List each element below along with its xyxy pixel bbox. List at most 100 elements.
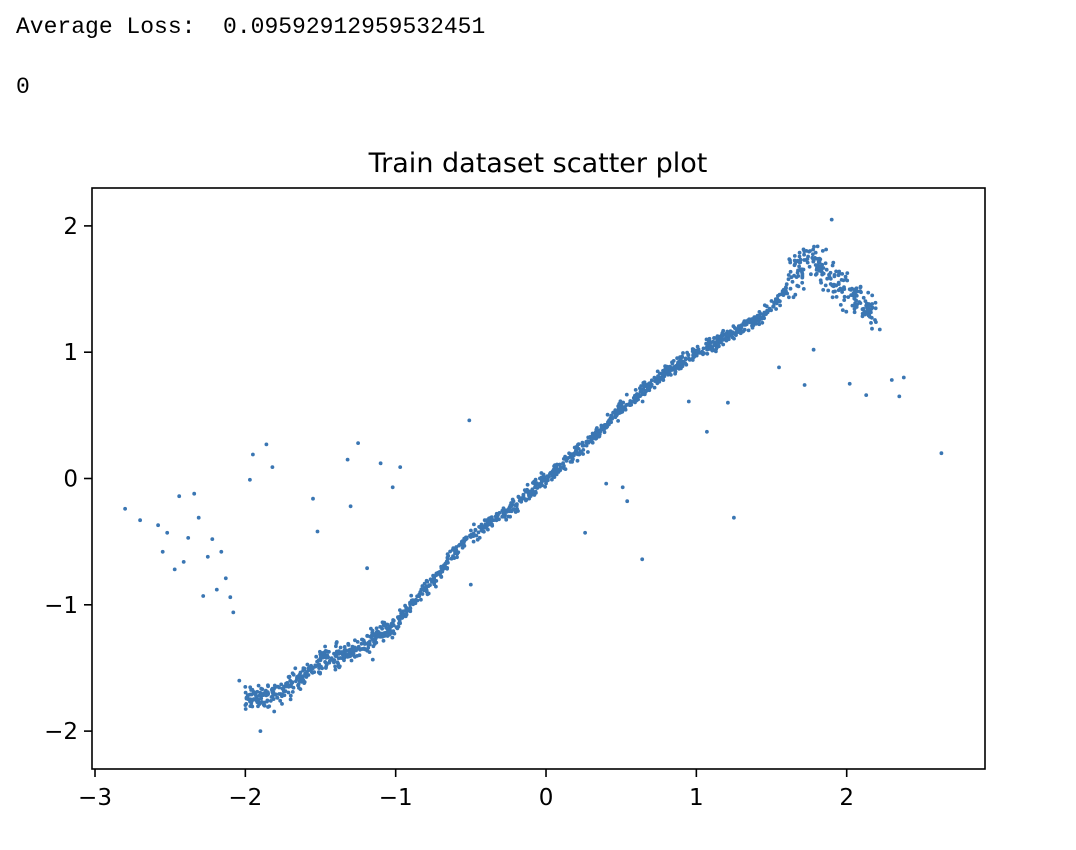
data-point bbox=[599, 423, 604, 428]
data-point bbox=[138, 518, 143, 523]
data-point bbox=[273, 692, 278, 697]
data-point bbox=[365, 566, 369, 571]
data-point bbox=[771, 304, 775, 309]
data-point bbox=[833, 289, 837, 294]
data-point bbox=[422, 581, 427, 586]
data-point bbox=[655, 381, 660, 386]
data-point bbox=[468, 582, 473, 587]
data-point bbox=[746, 328, 751, 333]
data-point bbox=[270, 465, 275, 469]
data-point bbox=[201, 594, 206, 598]
y-tick-label: 2 bbox=[63, 214, 78, 240]
data-point bbox=[382, 622, 387, 626]
data-point bbox=[268, 699, 273, 703]
data-point bbox=[877, 327, 882, 332]
data-point bbox=[316, 663, 321, 667]
data-point bbox=[811, 347, 816, 352]
data-point bbox=[485, 521, 490, 526]
data-point bbox=[403, 603, 407, 608]
data-point bbox=[695, 344, 700, 349]
data-point bbox=[390, 635, 395, 640]
data-point bbox=[266, 684, 270, 689]
data-point bbox=[462, 544, 467, 548]
data-point bbox=[259, 696, 264, 701]
data-point bbox=[632, 396, 637, 400]
data-point bbox=[858, 284, 863, 289]
data-point bbox=[531, 490, 535, 494]
data-point bbox=[584, 443, 589, 448]
data-point bbox=[210, 537, 215, 541]
data-point bbox=[691, 352, 696, 357]
data-point bbox=[382, 634, 387, 638]
data-point bbox=[311, 496, 315, 501]
data-point bbox=[606, 420, 610, 424]
data-point bbox=[640, 387, 645, 392]
data-point bbox=[297, 686, 301, 690]
data-point bbox=[566, 456, 571, 460]
data-point bbox=[509, 504, 514, 509]
data-point bbox=[448, 549, 452, 554]
data-point bbox=[691, 347, 696, 352]
data-point bbox=[813, 250, 818, 255]
data-point bbox=[873, 318, 877, 322]
data-point bbox=[761, 312, 766, 317]
data-point bbox=[795, 283, 800, 288]
data-point bbox=[655, 369, 660, 374]
data-point bbox=[295, 674, 300, 679]
data-point bbox=[864, 393, 869, 397]
data-point bbox=[369, 626, 373, 631]
data-point bbox=[792, 258, 797, 263]
data-point bbox=[854, 286, 859, 291]
data-point bbox=[472, 522, 476, 527]
plot-points bbox=[123, 217, 944, 733]
data-point bbox=[797, 254, 802, 259]
data-point bbox=[824, 247, 828, 252]
data-point bbox=[486, 527, 490, 532]
data-point bbox=[256, 683, 261, 688]
data-point bbox=[374, 630, 379, 634]
data-point bbox=[507, 509, 512, 514]
data-point bbox=[552, 471, 556, 476]
data-point bbox=[820, 271, 825, 275]
data-point bbox=[388, 630, 393, 634]
data-point bbox=[243, 685, 248, 689]
data-point bbox=[528, 494, 533, 498]
data-point bbox=[837, 269, 842, 274]
data-point bbox=[788, 286, 793, 291]
data-point bbox=[762, 316, 766, 321]
data-point bbox=[219, 549, 224, 554]
data-point bbox=[811, 247, 815, 252]
data-point bbox=[866, 290, 871, 295]
data-point bbox=[347, 650, 352, 655]
data-point bbox=[861, 295, 866, 300]
data-point bbox=[545, 477, 549, 482]
data-point bbox=[464, 536, 469, 541]
data-point bbox=[719, 335, 724, 340]
data-point bbox=[251, 452, 255, 457]
data-point bbox=[368, 639, 372, 644]
data-point bbox=[625, 499, 630, 504]
data-point bbox=[459, 540, 464, 545]
data-point bbox=[574, 447, 579, 451]
data-point bbox=[271, 697, 276, 701]
data-point bbox=[248, 477, 252, 482]
data-point bbox=[602, 423, 607, 427]
data-point bbox=[840, 308, 845, 312]
data-point bbox=[854, 293, 859, 298]
data-point bbox=[666, 366, 671, 370]
data-point bbox=[409, 593, 414, 598]
data-point bbox=[275, 695, 279, 700]
data-point bbox=[869, 307, 874, 311]
data-point bbox=[760, 320, 765, 325]
data-point bbox=[839, 278, 844, 282]
data-point bbox=[425, 579, 430, 584]
data-point bbox=[751, 323, 756, 328]
data-point bbox=[581, 448, 586, 452]
data-point bbox=[778, 303, 782, 308]
data-point bbox=[850, 303, 855, 308]
data-point bbox=[819, 280, 823, 285]
data-point bbox=[359, 641, 364, 646]
data-point bbox=[271, 691, 275, 696]
data-point bbox=[838, 286, 843, 291]
data-point bbox=[304, 671, 309, 675]
